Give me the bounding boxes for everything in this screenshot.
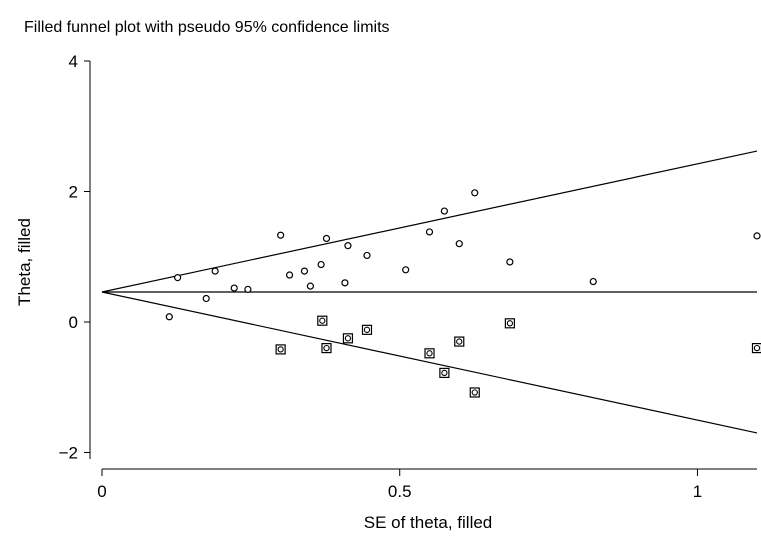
- x-tick-label: 0: [97, 482, 106, 501]
- observed-study-point: [363, 251, 371, 260]
- filled-study-point: [321, 343, 332, 354]
- y-axis-label: Theta, filled: [15, 218, 34, 306]
- filled-study-point: [317, 315, 328, 326]
- confidence-lines: [101, 150, 758, 434]
- filled-study-point: [361, 324, 373, 335]
- observed-study-point: [244, 285, 252, 293]
- observed-study-point: [440, 207, 448, 215]
- filled-study-point: [751, 343, 761, 354]
- filled-study-point: [342, 333, 354, 344]
- observed-study-point: [753, 232, 761, 240]
- data-points: [165, 189, 761, 398]
- filled-study-point: [469, 387, 480, 398]
- y-tick-label: −2: [59, 444, 78, 463]
- observed-study-point: [174, 274, 182, 282]
- y-tick-label: 0: [69, 313, 78, 332]
- y-axis-ticks: −2 0 2 4: [59, 52, 90, 463]
- observed-study-point: [317, 260, 325, 269]
- filled-study-point: [439, 367, 450, 378]
- x-tick-label: 1: [693, 482, 702, 501]
- observed-study-point: [322, 234, 331, 243]
- observed-study-point: [300, 267, 309, 275]
- y-tick-label: 4: [69, 52, 78, 71]
- x-axis-ticks: 0 0.5 1: [97, 469, 702, 501]
- observed-study-point: [230, 284, 238, 292]
- chart-title: Filled funnel plot with pseudo 95% confi…: [24, 19, 390, 36]
- observed-study-point: [471, 189, 479, 197]
- filled-study-point: [424, 348, 435, 359]
- upper-confidence-limit: [101, 150, 758, 293]
- observed-study-point: [344, 242, 352, 250]
- observed-study-point: [341, 279, 349, 287]
- filled-study-point: [454, 336, 465, 347]
- observed-study-point: [277, 231, 285, 239]
- filled-study-point: [504, 318, 515, 329]
- observed-study-point: [202, 294, 210, 303]
- observed-study-point: [285, 271, 294, 279]
- observed-study-point: [306, 282, 315, 290]
- observed-study-point: [506, 258, 514, 266]
- observed-study-point: [589, 277, 597, 286]
- filled-study-point: [275, 344, 286, 355]
- observed-study-point: [425, 228, 434, 236]
- y-tick-label: 2: [69, 183, 78, 202]
- observed-study-point: [402, 266, 410, 274]
- observed-study-point: [211, 267, 219, 275]
- lower-confidence-limit: [101, 291, 758, 434]
- observed-study-point: [165, 313, 173, 321]
- observed-study-point: [455, 240, 463, 248]
- x-tick-label: 0.5: [388, 482, 412, 501]
- x-axis-label: SE of theta, filled: [364, 513, 493, 532]
